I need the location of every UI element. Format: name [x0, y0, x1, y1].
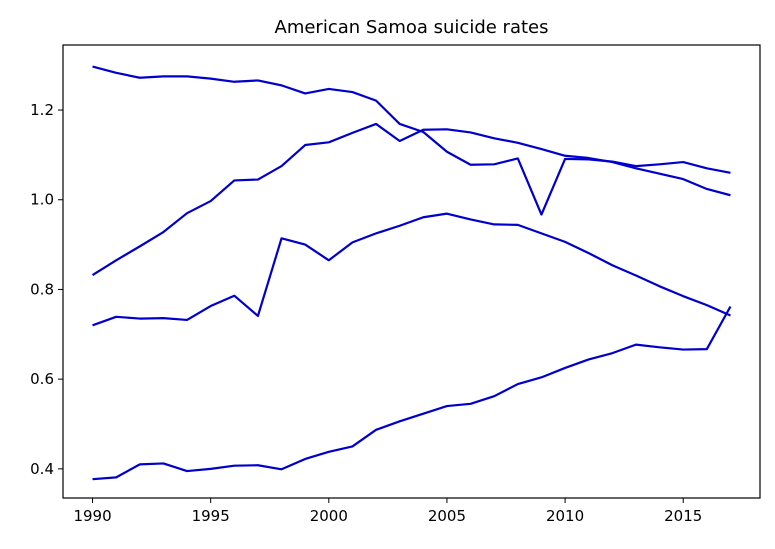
- x-tick-label-2015: 2015: [664, 507, 702, 525]
- x-tick-label-2005: 2005: [428, 507, 466, 525]
- series-line-2: [91, 122, 731, 277]
- x-tick-label-2010: 2010: [546, 507, 584, 525]
- series-layer: [91, 65, 732, 481]
- series-line-1: [92, 65, 731, 216]
- y-tick-label-1.0: 1.0: [30, 191, 54, 209]
- x-tick-label-1990: 1990: [73, 507, 111, 525]
- x-axis: 1990 1995 2000 2005 2010 2015: [73, 498, 702, 525]
- chart-title: American Samoa suicide rates: [275, 17, 549, 38]
- y-tick-label-0.8: 0.8: [30, 280, 54, 298]
- series-line-4: [92, 305, 732, 481]
- plot-area-frame: [62, 44, 761, 499]
- y-tick-label-0.6: 0.6: [30, 370, 54, 388]
- series-line-3: [92, 212, 731, 327]
- x-tick-label-1995: 1995: [192, 507, 230, 525]
- x-tick-label-2000: 2000: [310, 507, 348, 525]
- y-axis: 0.4 0.6 0.8 1.0 1.2: [30, 101, 63, 478]
- y-tick-label-1.2: 1.2: [30, 101, 54, 119]
- y-tick-label-0.4: 0.4: [30, 460, 54, 478]
